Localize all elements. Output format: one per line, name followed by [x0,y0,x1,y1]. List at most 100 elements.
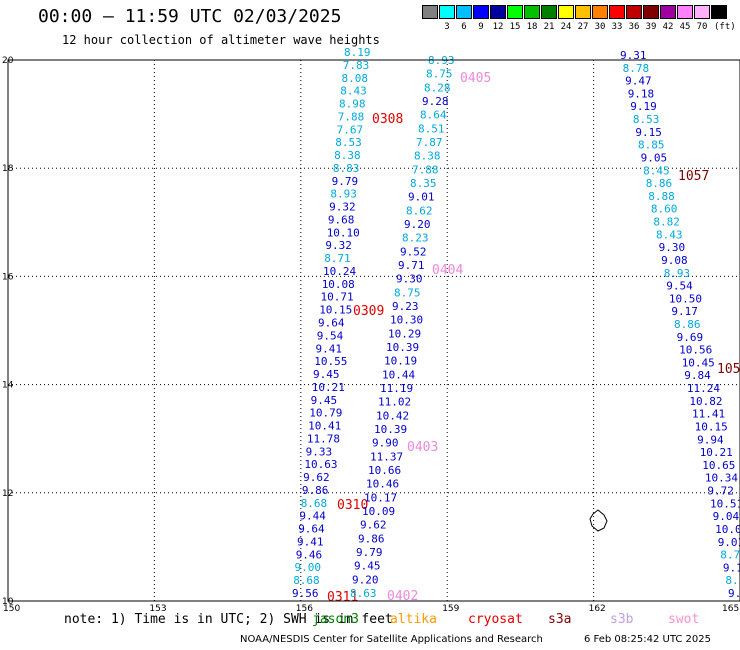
wave-height-value: 8.78 [623,62,650,75]
wave-height-value: 8.82 [653,216,680,229]
wave-height-value: 9.17 [671,305,698,318]
wave-height-value: 9.20 [404,218,431,231]
wave-height-value: 9.28 [422,95,449,108]
wave-height-value: 8.19 [344,46,371,59]
wave-height-value: 10.39 [374,423,407,436]
wave-height-value: 10.79 [309,407,342,420]
wave-height-value: 8.93 [330,188,357,201]
wave-height-value: 8.35 [410,177,437,190]
legend-label: 39 [645,22,657,32]
wave-height-value: 8.98 [339,98,366,111]
satellite-label-s3b: s3b [610,612,634,627]
legend-label: 21 [543,22,555,32]
wave-height-value: 9.47 [625,75,652,88]
wave-height-value: 10.30 [390,314,423,327]
wave-height-value: 10.65 [702,459,735,472]
satellite-label-swot: swot [668,612,700,627]
wave-height-value: 9.41 [316,342,343,355]
legend-label: 24 [560,22,572,32]
wave-height-value: 9.30 [396,273,423,286]
wave-height-value: 9.86 [358,532,385,545]
lon-tick-label: 153 [149,604,166,614]
wave-height-value: 8.28 [424,81,451,94]
legend-swatch [524,5,540,19]
wave-height-value: 8.60 [651,203,678,216]
map-frame [7,59,740,602]
wave-height-value: 9.04 [713,510,740,523]
wave-height-value: 10.17 [364,491,397,504]
wave-height-value: 9.90 [372,437,399,450]
wave-height-value: 11.78 [307,432,340,445]
wave-height-value: 10.51 [710,497,740,510]
legend-swatch [677,5,693,19]
legend-swatch [473,5,489,19]
legend-label: 27 [577,22,589,32]
pass-time-label: 0405 [460,71,491,86]
wave-height-value: 9.72 [707,485,734,498]
wave-height-value: 8.45 [643,164,670,177]
lon-tick-label: 159 [442,604,459,614]
wave-height-value: 8.71 [324,252,351,265]
wave-height-value: 8.83 [333,162,360,175]
wave-height-value: 8.64 [420,109,447,122]
wave-height-value: 9.00 [295,561,322,574]
wave-height-value: 9.64 [318,317,345,330]
legend-label: 15 [509,22,521,32]
satellite-label-cryosat: cryosat [468,612,523,627]
legend-label: 36 [628,22,640,32]
wave-height-value: 8.53 [633,113,660,126]
legend-label: 42 [662,22,674,32]
wave-height-value: 7.83 [343,59,370,72]
pass-time-label: 0309 [353,304,384,319]
legend-swatch [439,5,455,19]
wave-height-value: 11.41 [692,408,725,421]
wave-height-value: 10.41 [308,420,341,433]
lon-tick-label: 156 [296,604,313,614]
wave-height-value: 9.32 [325,239,352,252]
wave-height-value: 9.45 [311,394,338,407]
footer-note: note: 1) Time is in UTC; 2) SWH is in fe… [64,612,393,627]
wave-height-value: 9.94 [697,433,724,446]
pass-time-label: 1057 [678,169,709,184]
wave-height-value: 9.23 [392,300,419,313]
wave-height-value: 8.68 [301,497,328,510]
wave-height-value: 10.45 [682,356,715,369]
altimeter-tracks: 8.197.838.088.438.987.887.678.538.388.83… [292,46,740,605]
wave-height-value: 9.62 [360,519,387,532]
pass-time-label: 0310 [337,498,368,513]
wave-height-value: 10.63 [304,458,337,471]
wave-height-value: 10.55 [314,355,347,368]
wave-height-value: 10.19 [384,355,417,368]
generated-timestamp: 6 Feb 08:25:42 UTC 2025 [584,634,711,645]
legend-swatch [643,5,659,19]
wave-height-value: 9.18 [628,87,655,100]
wave-height-value: 10.44 [382,368,415,381]
legend-label: 6 [461,22,467,32]
wave-height-value: 9.69 [677,331,704,344]
wave-height-value: 10.39 [386,341,419,354]
lon-tick-label: 150 [3,604,20,614]
island-outline [589,509,608,532]
wave-height-value: 10.82 [689,395,722,408]
legend-label: 70 [696,22,708,32]
wave-height-value: 9.62 [303,471,330,484]
wave-height-value: 11.19 [380,382,413,395]
wave-height-value: 9.71 [398,259,425,272]
wave-height-value: 8.7 [720,549,740,562]
wave-height-value: 8.68 [293,574,320,587]
wave-height-value: 10.50 [669,292,702,305]
pass-time-label: 0402 [387,589,418,604]
wave-height-value: 8.51 [418,122,445,135]
wave-height-value: 10.08 [715,523,740,536]
legend-label: 12 [492,22,504,32]
wave-height-value: 9.79 [356,546,383,559]
wave-height-value: 8.43 [656,228,683,241]
wave-height-value: 9.08 [661,254,688,267]
wave-height-value: 9.1 [723,561,740,574]
legend-unit: (ft) [714,22,736,32]
wave-height-value: 10.15 [319,304,352,317]
lon-tick-label: 165 [722,604,739,614]
wave-height-value: 9.79 [332,175,359,188]
wave-height-value: 9.45 [313,368,340,381]
wave-height-value: 10.15 [695,421,728,434]
